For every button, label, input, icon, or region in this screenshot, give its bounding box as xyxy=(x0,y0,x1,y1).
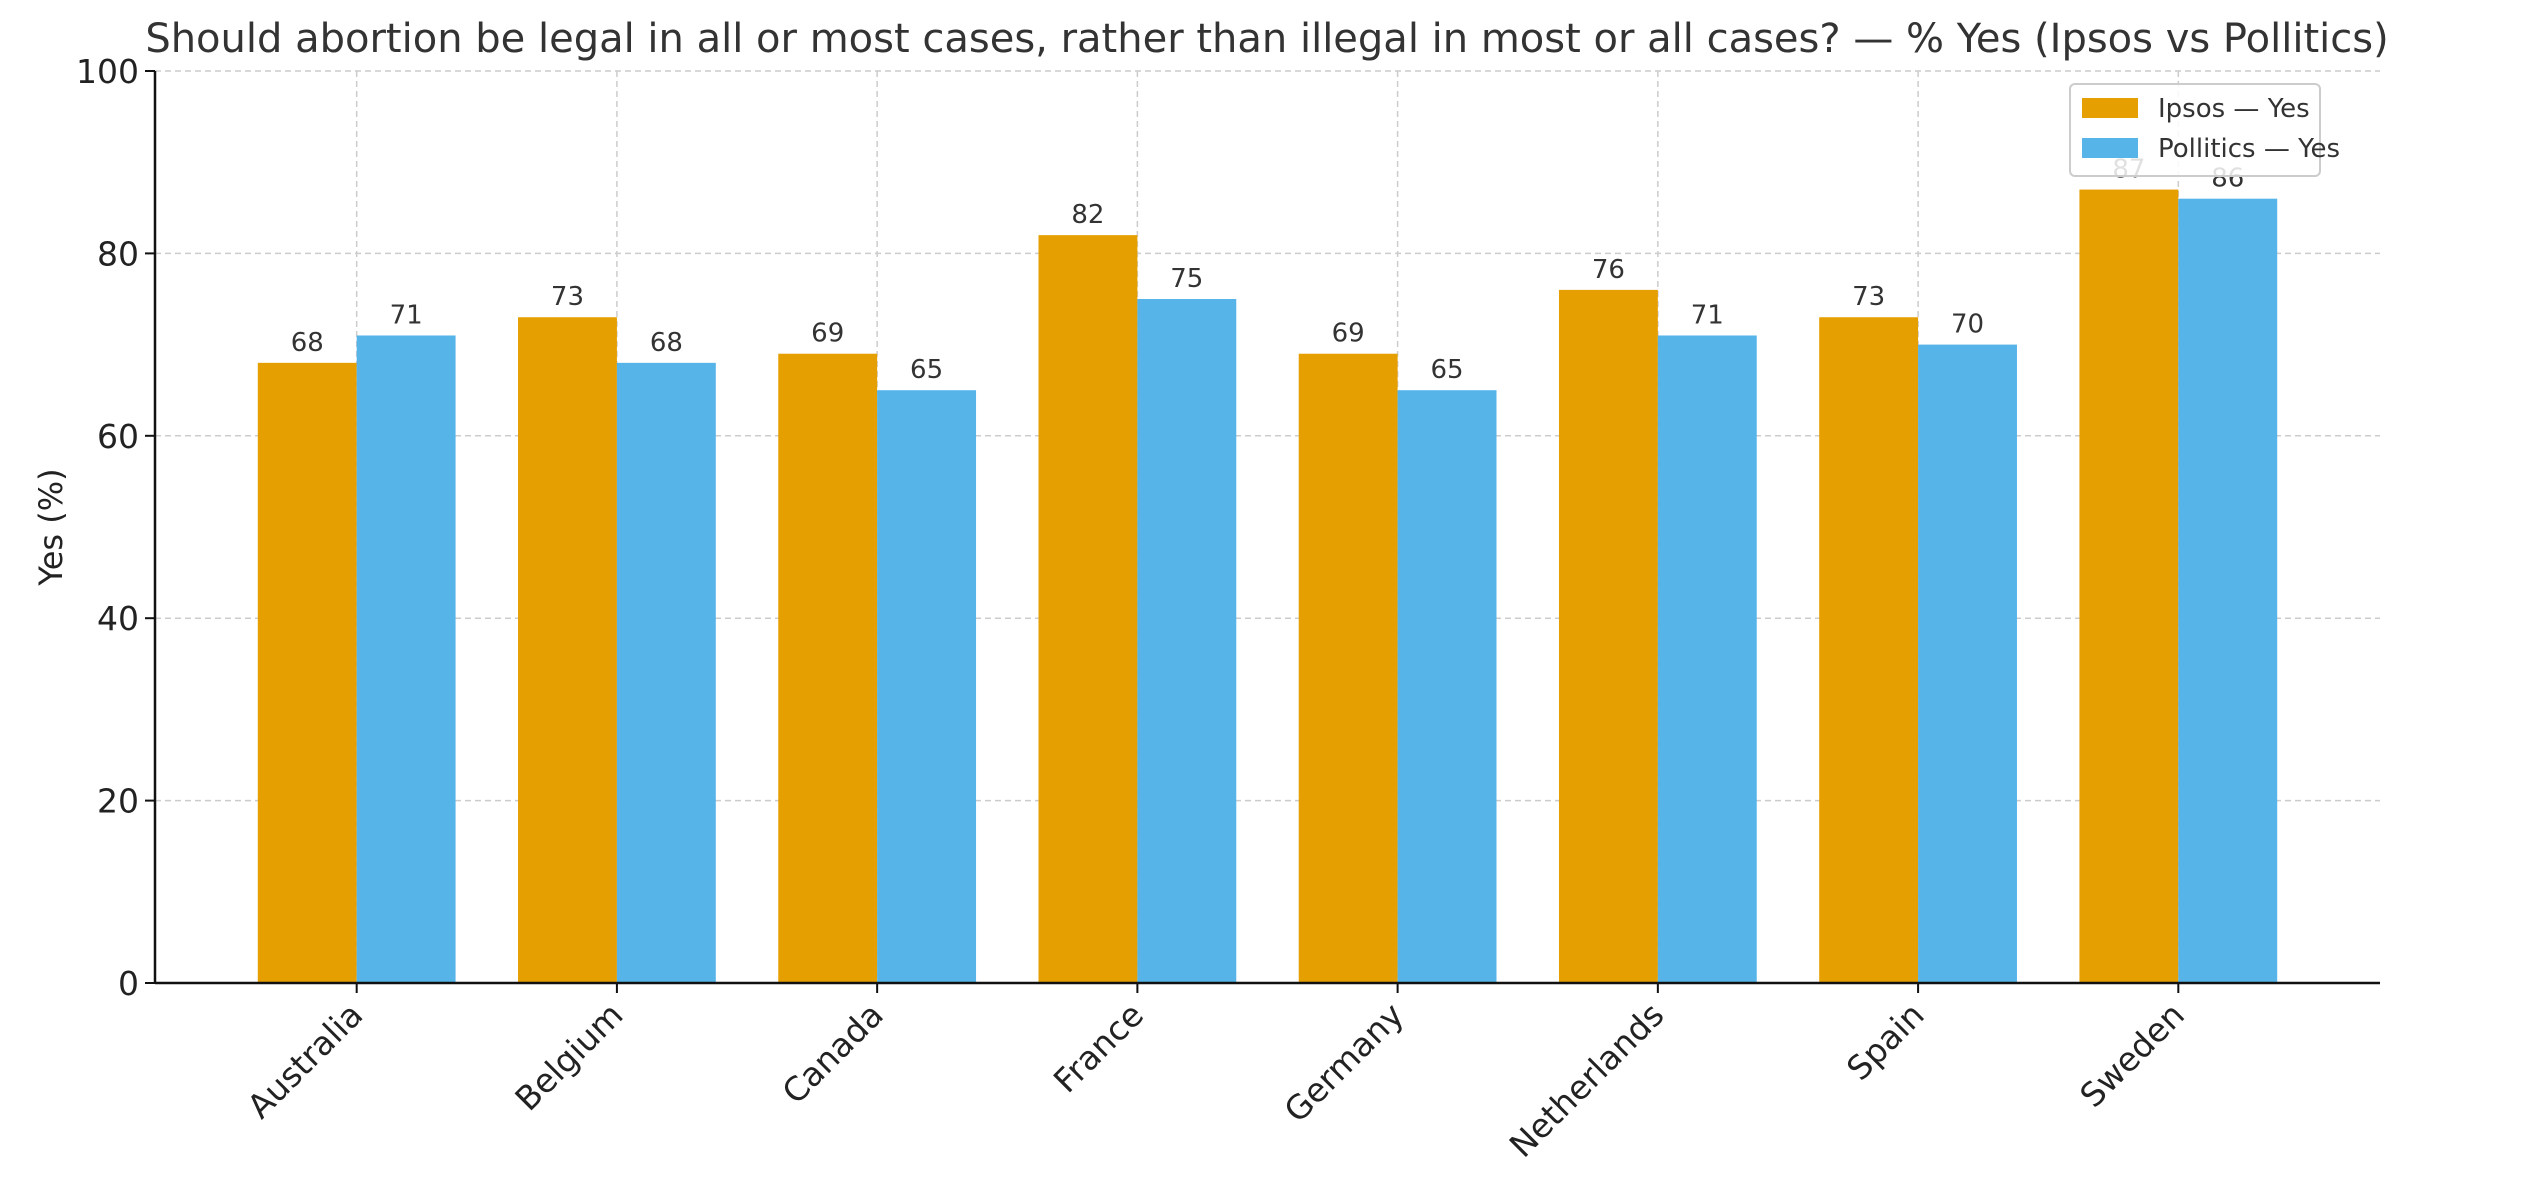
legend-label: Ipsos — Yes xyxy=(2158,94,2310,124)
bar-value-label: 73 xyxy=(1852,282,1885,312)
bar-ipsos-germany xyxy=(1298,353,1398,984)
bar-value-label: 73 xyxy=(551,282,584,312)
y-tick-label: 80 xyxy=(97,234,139,273)
bar-value-label: 65 xyxy=(910,355,943,385)
bar-ipsos-sweden xyxy=(2079,189,2179,983)
bar-ipsos-france xyxy=(1038,235,1138,983)
x-tick-label: Australia xyxy=(240,995,371,1126)
bar-pollitics-netherlands xyxy=(1657,335,1757,984)
grid-layer xyxy=(155,70,2380,983)
y-tick-label: 20 xyxy=(97,782,139,821)
bar-ipsos-belgium xyxy=(518,317,617,983)
y-tick-label: 0 xyxy=(118,964,139,1003)
bar-value-label: 71 xyxy=(390,300,423,330)
bar-pollitics-germany xyxy=(1397,390,1497,983)
bar-ipsos-canada xyxy=(778,353,878,984)
bar-pollitics-spain xyxy=(1918,344,2017,984)
legend-swatch xyxy=(2082,98,2138,118)
bar-pollitics-belgium xyxy=(616,362,716,984)
bar-value-label: 68 xyxy=(650,328,683,358)
bar-value-label: 68 xyxy=(291,328,324,358)
x-tick-label: Spain xyxy=(1839,995,1932,1088)
x-tick-label: Sweden xyxy=(2072,995,2192,1115)
bars-layer xyxy=(257,189,2278,984)
legend: Ipsos — Yes Pollitics — Yes xyxy=(2069,83,2340,177)
x-tick-label: Belgium xyxy=(507,995,630,1118)
bar-ipsos-spain xyxy=(1819,317,1919,983)
bar-value-label: 69 xyxy=(1332,319,1365,349)
y-tick-label: 60 xyxy=(97,417,139,456)
x-tick-label: Canada xyxy=(774,995,890,1111)
bar-pollitics-australia xyxy=(356,335,456,984)
bar-value-label: 82 xyxy=(1071,200,1104,230)
bar-value-label: 75 xyxy=(1170,264,1203,294)
legend-label: Pollitics — Yes xyxy=(2158,134,2340,164)
bar-value-label: 69 xyxy=(811,319,844,349)
bar-ipsos-australia xyxy=(257,362,357,984)
bar-pollitics-canada xyxy=(877,390,977,983)
bar-pollitics-france xyxy=(1137,299,1237,983)
bar-value-label: 76 xyxy=(1592,255,1625,285)
y-axis-label: Yes (%) xyxy=(32,468,70,586)
legend-swatch xyxy=(2082,138,2138,158)
x-tick-label: Netherlands xyxy=(1502,995,1672,1165)
chart-title: Should abortion be legal in all or most … xyxy=(145,16,2388,62)
bar-pollitics-sweden xyxy=(2178,198,2278,983)
bar-value-label: 65 xyxy=(1431,355,1464,385)
x-tick-label: France xyxy=(1046,995,1151,1100)
bar-value-label: 71 xyxy=(1691,300,1724,330)
bar-value-label: 70 xyxy=(1951,310,1984,340)
x-tick-label: Germany xyxy=(1276,995,1411,1130)
y-tick-label: 40 xyxy=(97,599,139,638)
y-tick-label: 100 xyxy=(76,52,139,91)
bar-ipsos-netherlands xyxy=(1558,289,1658,983)
